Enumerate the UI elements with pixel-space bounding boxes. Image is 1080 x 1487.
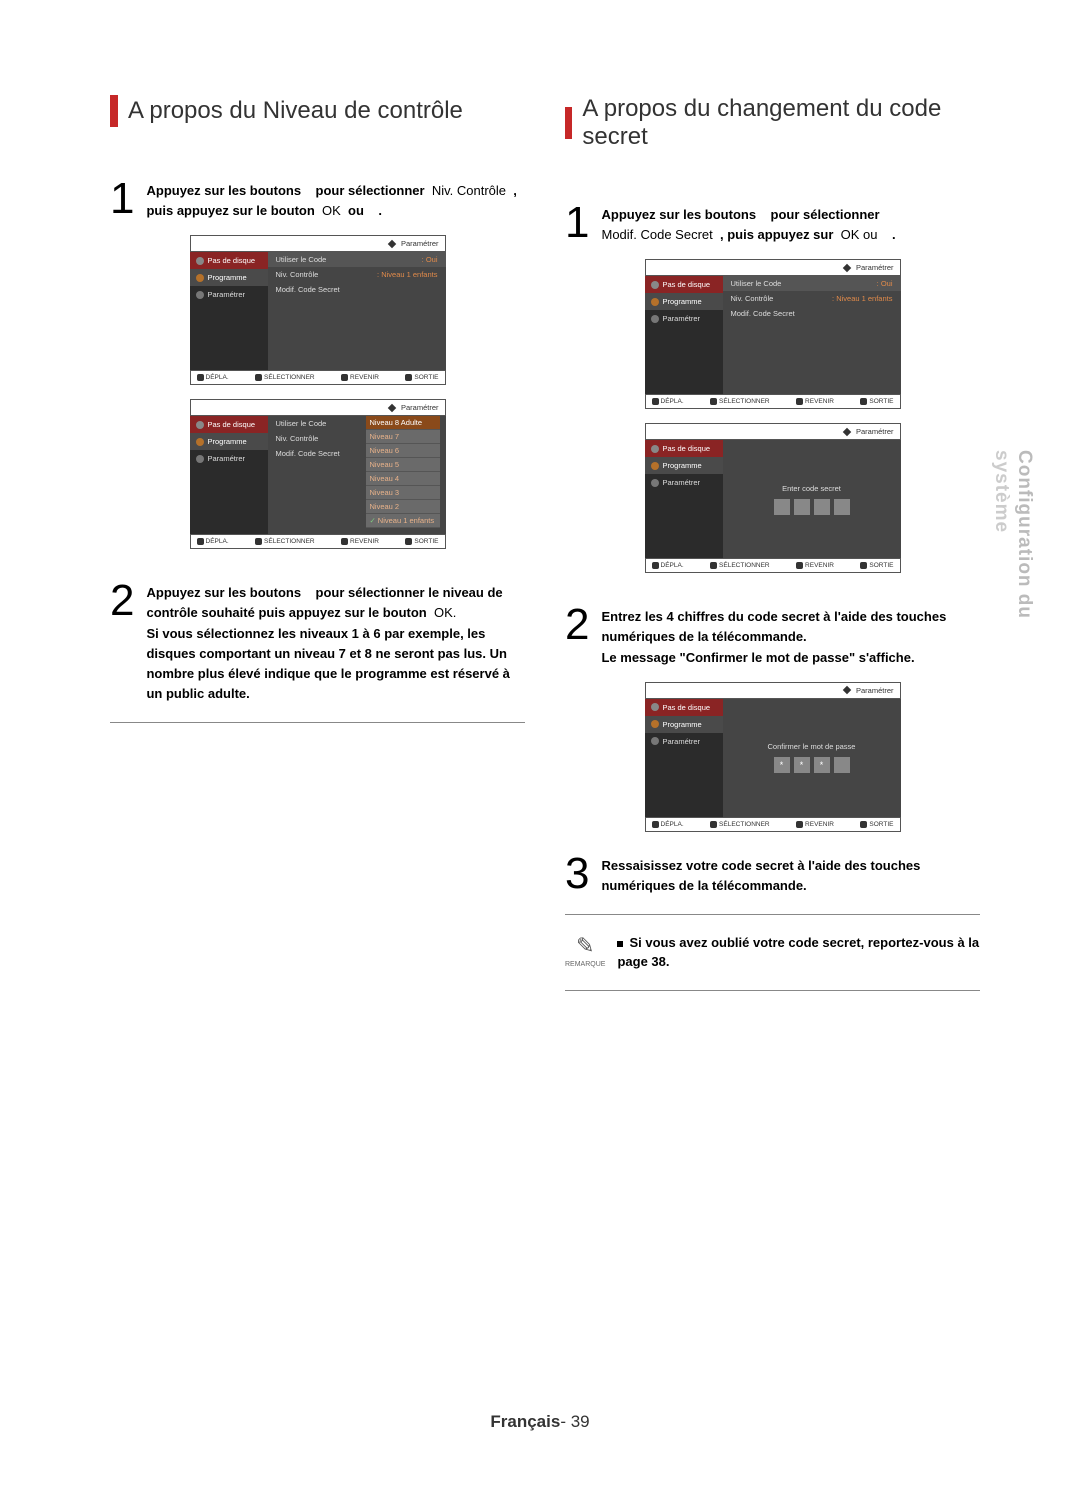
- info-icon: [196, 421, 204, 429]
- side-tab-label: Configuration du système: [989, 450, 1035, 619]
- info-icon: [196, 257, 204, 265]
- screen-mock-1: Paramétrer Pas de disque Programme Param…: [190, 235, 446, 385]
- move-icon: [197, 538, 204, 545]
- title-text: A propos du Niveau de contrôle: [128, 97, 463, 125]
- return-icon: [341, 538, 348, 545]
- gear-icon: [651, 315, 659, 323]
- disc-icon: [651, 298, 659, 306]
- move-icon: [652, 562, 659, 569]
- info-icon: [651, 281, 659, 289]
- gear-icon: [196, 455, 204, 463]
- bullet-icon: [617, 941, 623, 947]
- disc-icon: [196, 274, 204, 282]
- enter-code-label: Enter code secret: [782, 484, 841, 493]
- disc-icon: [196, 438, 204, 446]
- divider: [110, 722, 525, 723]
- screen-mock-r2: Paramétrer Pas de disque Programme Param…: [645, 423, 901, 573]
- section-title-right: A propos du changement du code secret: [565, 95, 980, 151]
- note-text: Si vous avez oublié votre code secret, r…: [617, 933, 980, 972]
- select-icon: [710, 821, 717, 828]
- select-icon: [710, 398, 717, 405]
- divider: [565, 990, 980, 991]
- gear-icon: [651, 737, 659, 745]
- diamond-icon: [388, 404, 396, 412]
- level-list: Niveau 8 Adulte Niveau 7 Niveau 6 Niveau…: [366, 416, 440, 528]
- exit-icon: [405, 374, 412, 381]
- exit-icon: [860, 398, 867, 405]
- right-step-1: 1 Appuyez sur les boutons pour sélection…: [565, 201, 980, 245]
- gear-icon: [651, 479, 659, 487]
- diamond-icon: [843, 686, 851, 694]
- note-icon: ✎: [576, 933, 594, 959]
- diamond-icon: [843, 428, 851, 436]
- select-icon: [710, 562, 717, 569]
- gear-icon: [196, 291, 204, 299]
- left-step-2: 2 Appuyez sur les boutons pour sélection…: [110, 579, 525, 704]
- step-text: Appuyez sur les boutons pour sélectionne…: [601, 201, 895, 245]
- return-icon: [796, 562, 803, 569]
- exit-icon: [405, 538, 412, 545]
- screen-mock-r3: Paramétrer Pas de disque Programme Param…: [645, 682, 901, 832]
- return-icon: [341, 374, 348, 381]
- return-icon: [796, 821, 803, 828]
- right-column: A propos du changement du code secret 1 …: [565, 95, 980, 1009]
- step-number: 3: [565, 852, 589, 896]
- accent-bar-icon: [110, 95, 118, 127]
- title-text: A propos du changement du code secret: [582, 95, 980, 151]
- step-number: 1: [565, 201, 589, 245]
- right-step-3: 3 Ressaisissez votre code secret à l'aid…: [565, 852, 980, 896]
- step-number: 2: [110, 579, 134, 704]
- divider: [565, 914, 980, 915]
- code-boxes: ***: [774, 757, 850, 773]
- move-icon: [652, 821, 659, 828]
- step-text: Appuyez sur les boutons pour sélectionne…: [146, 579, 525, 704]
- left-step-1: 1 Appuyez sur les boutons pour sélection…: [110, 177, 525, 221]
- code-boxes: [774, 499, 850, 515]
- disc-icon: [651, 462, 659, 470]
- diamond-icon: [843, 264, 851, 272]
- exit-icon: [860, 562, 867, 569]
- step-number: 2: [565, 603, 589, 667]
- confirm-label: Confirmer le mot de passe: [768, 742, 856, 751]
- note-caption: REMARQUE: [565, 961, 605, 968]
- section-title-left: A propos du Niveau de contrôle: [110, 95, 525, 127]
- page-footer: Français- 39: [0, 1412, 1080, 1432]
- screen-mock-r1: Paramétrer Pas de disque Programme Param…: [645, 259, 901, 409]
- screen-mock-2: Paramétrer Pas de disque Programme Param…: [190, 399, 446, 549]
- select-icon: [255, 374, 262, 381]
- disc-icon: [651, 720, 659, 728]
- info-icon: [651, 703, 659, 711]
- move-icon: [197, 374, 204, 381]
- diamond-icon: [388, 240, 396, 248]
- step-text: Entrez les 4 chiffres du code secret à l…: [601, 603, 980, 667]
- note-block: ✎ REMARQUE Si vous avez oublié votre cod…: [565, 933, 980, 972]
- info-icon: [651, 445, 659, 453]
- select-icon: [255, 538, 262, 545]
- accent-bar-icon: [565, 107, 572, 139]
- right-step-2: 2 Entrez les 4 chiffres du code secret à…: [565, 603, 980, 667]
- step-text: Ressaisissez votre code secret à l'aide …: [601, 852, 980, 896]
- exit-icon: [860, 821, 867, 828]
- left-column: A propos du Niveau de contrôle 1 Appuyez…: [110, 95, 525, 1009]
- step-number: 1: [110, 177, 134, 221]
- return-icon: [796, 398, 803, 405]
- check-icon: ✓: [370, 516, 376, 525]
- move-icon: [652, 398, 659, 405]
- step-text: Appuyez sur les boutons pour sélectionne…: [146, 177, 525, 221]
